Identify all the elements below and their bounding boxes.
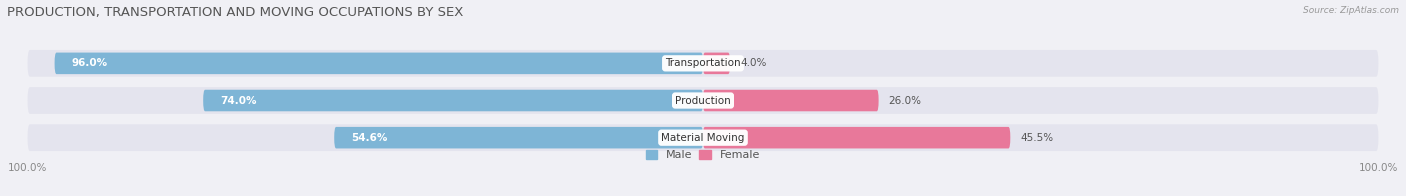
FancyBboxPatch shape (703, 127, 1011, 148)
FancyBboxPatch shape (335, 127, 703, 148)
Text: Transportation: Transportation (665, 58, 741, 68)
Text: 54.6%: 54.6% (352, 133, 388, 143)
FancyBboxPatch shape (55, 53, 703, 74)
Text: PRODUCTION, TRANSPORTATION AND MOVING OCCUPATIONS BY SEX: PRODUCTION, TRANSPORTATION AND MOVING OC… (7, 6, 464, 19)
Legend: Male, Female: Male, Female (641, 146, 765, 165)
Text: Source: ZipAtlas.com: Source: ZipAtlas.com (1303, 6, 1399, 15)
Text: Production: Production (675, 95, 731, 105)
Text: Material Moving: Material Moving (661, 133, 745, 143)
FancyBboxPatch shape (703, 90, 879, 111)
Text: 26.0%: 26.0% (889, 95, 922, 105)
Text: 96.0%: 96.0% (72, 58, 108, 68)
FancyBboxPatch shape (28, 124, 1378, 151)
FancyBboxPatch shape (28, 87, 1378, 114)
FancyBboxPatch shape (703, 53, 730, 74)
Text: 74.0%: 74.0% (221, 95, 256, 105)
Text: 4.0%: 4.0% (740, 58, 766, 68)
FancyBboxPatch shape (204, 90, 703, 111)
FancyBboxPatch shape (28, 50, 1378, 77)
Text: 45.5%: 45.5% (1021, 133, 1053, 143)
